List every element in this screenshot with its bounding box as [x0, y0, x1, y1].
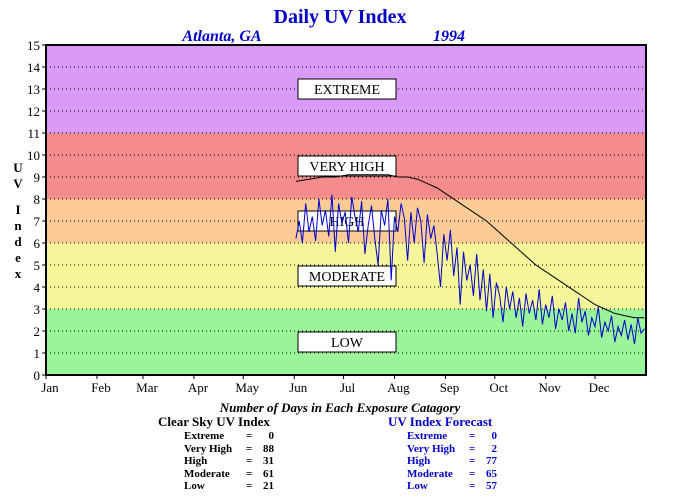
y-tick-label: 14: [27, 60, 41, 75]
x-axis-ticks: Jan Feb Mar Apr May Jun Jul Aug Sep Oct Nov Dec: [41, 375, 610, 395]
y-tick-label: 6: [34, 236, 41, 251]
y-tick-label: 0: [34, 368, 41, 383]
y-tick-label: 2: [34, 324, 41, 339]
chart-year: 1994: [433, 28, 465, 45]
forecast-row-equals: =: [469, 480, 476, 492]
band-label-box: [297, 78, 397, 100]
y-tick-label: 1: [34, 346, 41, 361]
y-axis-label-char: U: [13, 160, 23, 175]
band-label: VERY HIGH: [309, 160, 384, 175]
y-tick-label: 13: [27, 82, 40, 97]
clear-sky-row-equals: =: [246, 455, 253, 467]
clear-sky-row-value: 31: [263, 455, 274, 467]
x-tick-label: Mar: [136, 380, 158, 395]
x-tick-label: May: [235, 380, 259, 395]
forecast-row-name: Moderate: [407, 467, 453, 480]
x-tick-label: Jul: [340, 380, 356, 395]
band-label-box: [297, 155, 397, 177]
clear-sky-row-value: 0: [268, 430, 275, 442]
band-label: EXTREME: [314, 83, 380, 98]
y-tick-label: 3: [34, 302, 41, 317]
forecast-row-value: 77: [486, 455, 497, 467]
y-axis-label-char: n: [14, 218, 22, 233]
clear-sky-row-equals: =: [246, 442, 253, 455]
forecast-row-name: High: [407, 455, 431, 467]
x-tick-label: Jun: [289, 380, 308, 395]
forecast-row-equals: =: [469, 442, 476, 455]
forecast-row-equals: =: [469, 467, 476, 480]
clear-sky-row-name: Moderate: [184, 467, 230, 480]
x-tick-label: Sep: [440, 380, 460, 395]
chart-title: Daily UV Index: [274, 6, 407, 28]
forecast-row-name: Extreme: [407, 430, 448, 442]
forecast-row-value: 65: [486, 467, 497, 480]
band-label: MODERATE: [309, 270, 385, 285]
x-tick-label: Feb: [91, 380, 111, 395]
clear-sky-row-equals: =: [246, 430, 253, 442]
y-axis-label-char: V: [13, 176, 23, 191]
forecast-row-name: Low: [407, 480, 428, 492]
y-axis-label-char: x: [15, 266, 22, 281]
y-tick-label: 9: [34, 170, 41, 185]
y-tick-label: 8: [34, 192, 41, 207]
y-tick-label: 11: [27, 126, 40, 141]
plot-frame: [45, 44, 647, 376]
forecast-row-name: Very High: [407, 442, 456, 455]
y-tick-label: 7: [34, 214, 41, 229]
clear-sky-row-value: 21: [263, 480, 274, 492]
forecast-row-value: 0: [491, 430, 498, 442]
x-tick-label: Apr: [188, 380, 209, 395]
x-tick-label: Nov: [539, 380, 562, 395]
band-label: LOW: [331, 336, 364, 351]
clear-sky-row-name: Extreme: [184, 430, 225, 442]
band-label-box: [297, 331, 397, 353]
clear-sky-row-value: 61: [263, 467, 274, 480]
y-tick-label: 12: [27, 104, 40, 119]
y-tick-label: 4: [34, 280, 41, 295]
forecast-title: UV Index Forecast: [388, 414, 493, 429]
x-tick-label: Jan: [41, 380, 59, 395]
series-uv-index-forecast: [295, 194, 645, 345]
x-tick-label: Oct: [489, 380, 508, 395]
clear-sky-row-value: 88: [263, 442, 274, 455]
clear-sky-row-name: Very High: [184, 442, 233, 455]
band-label-box: [297, 265, 397, 287]
chart-location: Atlanta, GA: [181, 28, 261, 45]
y-tick-label: 15: [27, 38, 40, 53]
y-tick-label: 10: [27, 148, 40, 163]
x-tick-label: Aug: [387, 380, 410, 395]
clear-sky-row-equals: =: [246, 467, 253, 480]
grid-lines: [46, 66, 646, 354]
clear-sky-row-name: Low: [184, 480, 205, 492]
series-clear-sky-uv-index: [295, 174, 645, 319]
x-tick-label: Dec: [589, 380, 610, 395]
y-tick-label: 5: [34, 258, 41, 273]
y-axis-label-char: d: [14, 234, 22, 249]
clear-sky-row-equals: =: [246, 480, 253, 492]
forecast-row-value: 57: [486, 480, 497, 492]
forecast-row-value: 2: [491, 442, 498, 455]
y-axis-label-char: I: [15, 202, 20, 217]
clear-sky-row-name: High: [184, 455, 208, 467]
y-axis-label-char: e: [15, 250, 21, 265]
forecast-row-equals: =: [469, 455, 476, 467]
summary-title: Number of Days in Each Exposure Catagory: [219, 400, 461, 415]
clear-sky-title: Clear Sky UV Index: [158, 414, 270, 429]
series-lines: [295, 174, 645, 345]
forecast-row-equals: =: [469, 430, 476, 442]
